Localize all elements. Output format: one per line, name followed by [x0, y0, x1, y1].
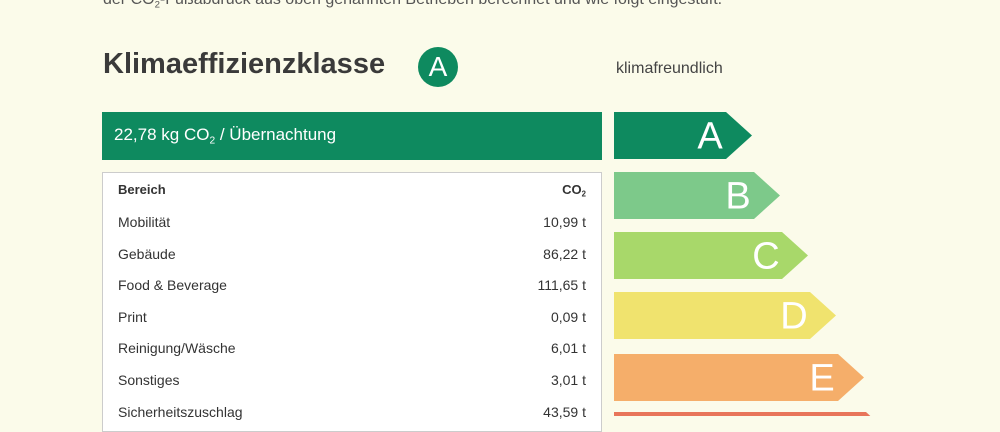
- table-row: Gebäude 86,22 t: [118, 242, 586, 266]
- scale-arrow: [614, 292, 836, 339]
- scale-arrow: [614, 232, 808, 279]
- row-area: Gebäude: [118, 245, 176, 262]
- head-co2-sub: 2: [581, 189, 586, 199]
- result-sub: 2: [209, 135, 216, 147]
- scale-arrow: [614, 354, 864, 401]
- row-value: 6,01 t: [550, 340, 586, 357]
- table-row: Sonstiges 3,01 t: [118, 368, 586, 392]
- intro-after: -Fußabdruck aus oben genannten Betrieben…: [160, 0, 722, 8]
- head-co2-text: CO: [562, 182, 582, 197]
- row-value: 86,22 t: [543, 245, 586, 262]
- table-row: Reinigung/Wäsche 6,01 t: [118, 336, 586, 360]
- result-after: / Übernachtung: [215, 125, 337, 144]
- scale-arrow: [614, 172, 780, 219]
- table-row: Print 0,09 t: [118, 305, 586, 329]
- row-area: Reinigung/Wäsche: [118, 340, 236, 357]
- class-badge: A: [418, 47, 458, 87]
- table-row: Mobilität 10,99 t: [118, 210, 586, 234]
- row-value: 10,99 t: [543, 214, 586, 230]
- scale-letter: D: [780, 296, 807, 338]
- scale-arrow: [614, 112, 752, 159]
- page: der CO2-Fußabdruck aus oben genannten Be…: [102, 0, 871, 432]
- scale-letter: B: [725, 176, 750, 218]
- scale-letter: E: [809, 358, 834, 400]
- scale-letter: A: [697, 116, 723, 158]
- row-value: 111,65 t: [537, 277, 586, 294]
- table-row: Food & Beverage 111,65 t: [118, 273, 586, 297]
- intro-text: der CO2-Fußabdruck aus oben genannten Be…: [103, 0, 722, 10]
- result-before: 22,78 kg CO: [114, 125, 210, 144]
- intro-before: der CO: [103, 0, 155, 8]
- row-area: Sonstiges: [118, 372, 180, 388]
- table-head: Bereich CO2: [118, 178, 586, 202]
- row-value: 3,01 t: [550, 372, 586, 388]
- row-value: 0,09 t: [550, 308, 586, 325]
- row-area: Mobilität: [118, 214, 171, 230]
- result-bar: 22,78 kg CO2 / Übernachtung: [102, 112, 602, 160]
- scale-label: klimafreundlich: [616, 60, 723, 77]
- table: Bereich CO2 Mobilität 10,99 t Gebäude 86,22…: [102, 172, 602, 432]
- scale-letter: C: [752, 236, 779, 278]
- intro-sub: 2: [154, 0, 160, 11]
- head-area: Bereich: [118, 182, 166, 197]
- scale-arrow-f: [614, 412, 871, 416]
- row-area: Food & Beverage: [118, 277, 227, 294]
- head-co2: CO2: [562, 178, 586, 207]
- row-area: Print: [118, 308, 147, 325]
- title: Klimaeffizienzklasse: [103, 48, 386, 80]
